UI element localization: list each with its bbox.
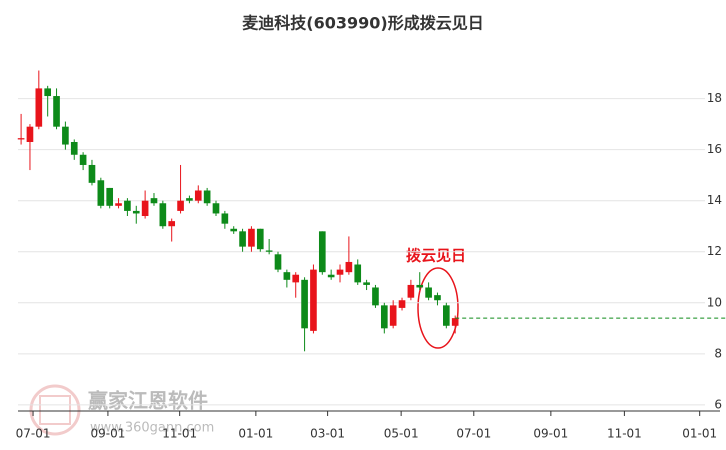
candle-body [203,190,211,204]
candle-body [363,282,370,285]
candle-body [274,254,282,270]
candle-body [248,228,255,247]
x-tick-label: 03-01 [310,427,345,441]
chart-title: 麦迪科技(603990)形成拨云见日 [242,14,483,33]
candle-body [239,231,246,247]
candle-body [301,279,308,329]
watermark-url: www.360gann.com [90,421,214,436]
y-tick-label: 14 [707,193,722,207]
candle-body [124,200,131,211]
candle-body [115,203,122,206]
x-tick-label: 01-01 [682,427,717,441]
candle-body [256,228,264,250]
y-tick-label: 10 [707,295,722,309]
candle-body [221,213,229,224]
candle-body [389,305,397,326]
candle-body [265,250,273,252]
candle-body [425,287,432,298]
x-tick-label: 07-01 [16,427,51,441]
x-tick-label: 11-01 [607,427,642,441]
candle-body [141,200,149,217]
candle-body [372,287,379,306]
x-tick-label: 09-01 [533,427,568,441]
candle-body [159,203,167,227]
candle-body [336,269,344,275]
highlight-ellipse [417,267,459,349]
candle-body [26,126,34,142]
x-tick-label: 09-01 [90,427,125,441]
y-tick-label: 8 [714,346,722,360]
candle-body [380,305,388,329]
candle-body [318,231,326,273]
candle-body [150,198,158,204]
x-tick-label: 05-01 [384,427,419,441]
candle-body [79,154,87,165]
candle-body [88,164,96,183]
candle-body [407,284,415,298]
candle-body [17,138,25,140]
annotation: 拨云见日 [406,247,466,265]
candle-body [451,318,459,326]
candle-body [310,269,317,331]
x-tick-label: 07-01 [456,427,491,441]
candle-body [97,180,105,206]
candle-body [194,190,202,201]
y-tick-label: 12 [707,244,722,258]
candle-body [177,200,184,211]
candle-body [354,264,362,283]
candle-body [398,300,406,308]
candle-body [345,261,353,273]
watermark: 赢家江恩软件 [88,389,208,413]
candle-body [416,284,424,288]
candle-body [53,96,60,127]
candle-body [186,198,193,201]
candle-body [443,305,450,326]
candle-body [132,210,140,214]
y-tick-label: 16 [707,142,722,156]
candle-body [327,274,335,278]
candle-body [212,203,220,214]
candle-body [434,295,441,301]
y-tick-label: 18 [707,91,722,105]
y-tick-label: 6 [714,397,722,411]
candle-body [230,228,238,232]
x-tick-label: 11-01 [162,427,197,441]
candle-body [292,274,300,283]
candle-body [168,221,176,227]
watermark-logo [29,384,81,436]
candle-body [283,272,291,280]
x-tick-label: 01-01 [238,427,273,441]
candle-body [70,141,78,155]
candle-body [62,126,69,145]
candle-body [35,88,43,127]
candle-body [44,88,51,97]
candle-body [106,187,114,206]
